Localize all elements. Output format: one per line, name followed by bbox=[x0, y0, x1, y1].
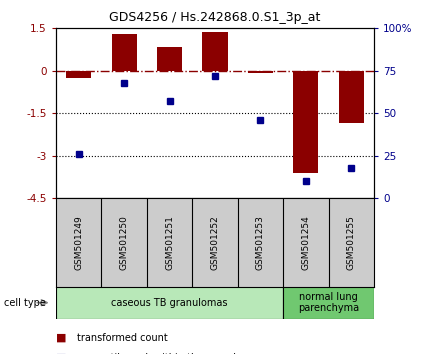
Bar bbox=[66, 71, 91, 78]
Text: ■: ■ bbox=[56, 333, 66, 343]
Bar bbox=[112, 34, 137, 71]
Text: percentile rank within the sample: percentile rank within the sample bbox=[77, 353, 243, 354]
Text: GSM501252: GSM501252 bbox=[211, 215, 219, 270]
Title: GDS4256 / Hs.242868.0.S1_3p_at: GDS4256 / Hs.242868.0.S1_3p_at bbox=[109, 11, 321, 24]
Text: caseous TB granulomas: caseous TB granulomas bbox=[111, 298, 228, 308]
Bar bbox=[203, 32, 227, 71]
Text: GSM501253: GSM501253 bbox=[256, 215, 265, 270]
Text: GSM501250: GSM501250 bbox=[120, 215, 129, 270]
Bar bbox=[248, 71, 273, 73]
Bar bbox=[339, 71, 364, 123]
Text: GSM501251: GSM501251 bbox=[165, 215, 174, 270]
Text: cell type: cell type bbox=[4, 298, 46, 308]
Bar bbox=[56, 287, 283, 319]
Bar bbox=[293, 71, 318, 173]
Bar bbox=[283, 287, 374, 319]
Text: transformed count: transformed count bbox=[77, 333, 168, 343]
Text: normal lung
parenchyma: normal lung parenchyma bbox=[298, 292, 359, 314]
Text: GSM501255: GSM501255 bbox=[347, 215, 356, 270]
Text: ■: ■ bbox=[56, 353, 66, 354]
Text: GSM501249: GSM501249 bbox=[74, 215, 83, 270]
Bar bbox=[157, 47, 182, 71]
Text: GSM501254: GSM501254 bbox=[301, 215, 310, 270]
